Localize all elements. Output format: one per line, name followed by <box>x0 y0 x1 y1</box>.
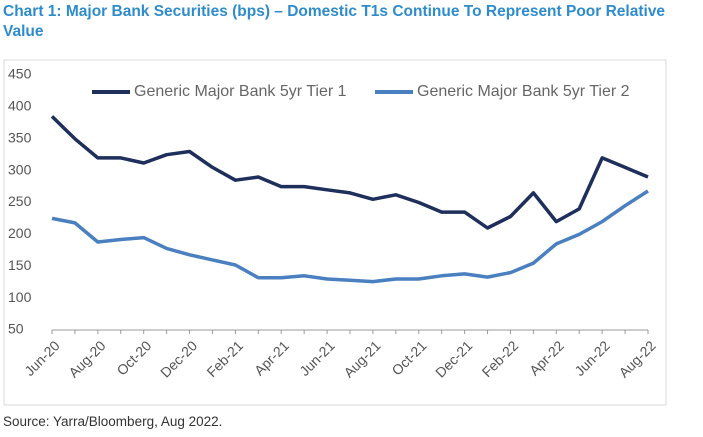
y-tick-label: 200 <box>8 225 32 241</box>
y-tick-label: 300 <box>8 161 32 177</box>
y-tick-label: 450 <box>8 66 32 82</box>
series-line <box>50 115 649 230</box>
x-tick-label: Apr-21 <box>251 337 292 378</box>
y-tick-label: 100 <box>8 289 32 305</box>
x-tick-label: Dec-21 <box>432 337 475 380</box>
source-note: Source: Yarra/Bloomberg, Aug 2022. <box>3 414 223 429</box>
x-tick-label: Aug-21 <box>340 337 383 380</box>
x-tick-label: Jun-22 <box>571 337 613 379</box>
y-tick-label: 150 <box>8 257 32 273</box>
y-tick-label: 400 <box>8 98 32 114</box>
y-tick-label: 50 <box>8 321 24 337</box>
legend-label: Generic Major Bank 5yr Tier 2 <box>417 83 630 100</box>
x-tick-label: Oct-21 <box>388 337 429 378</box>
y-tick-label: 350 <box>8 129 32 145</box>
x-tick-label: Jun-20 <box>21 337 63 379</box>
chart-border <box>3 59 667 406</box>
series-line <box>51 189 649 284</box>
x-tick-label: Aug-22 <box>615 337 658 380</box>
x-tick-label: Feb-22 <box>479 337 522 380</box>
x-tick-label: Dec-20 <box>157 337 200 380</box>
x-tick-label: Oct-20 <box>113 337 154 378</box>
y-tick-label: 250 <box>8 193 32 209</box>
x-tick-label: Aug-20 <box>65 337 108 380</box>
x-tick-label: Apr-22 <box>526 337 567 378</box>
x-tick-label: Jun-21 <box>296 337 338 379</box>
legend-label: Generic Major Bank 5yr Tier 1 <box>134 83 347 100</box>
chart-title: Chart 1: Major Bank Securities (bps) – D… <box>3 3 666 40</box>
x-tick-label: Feb-21 <box>203 337 246 380</box>
